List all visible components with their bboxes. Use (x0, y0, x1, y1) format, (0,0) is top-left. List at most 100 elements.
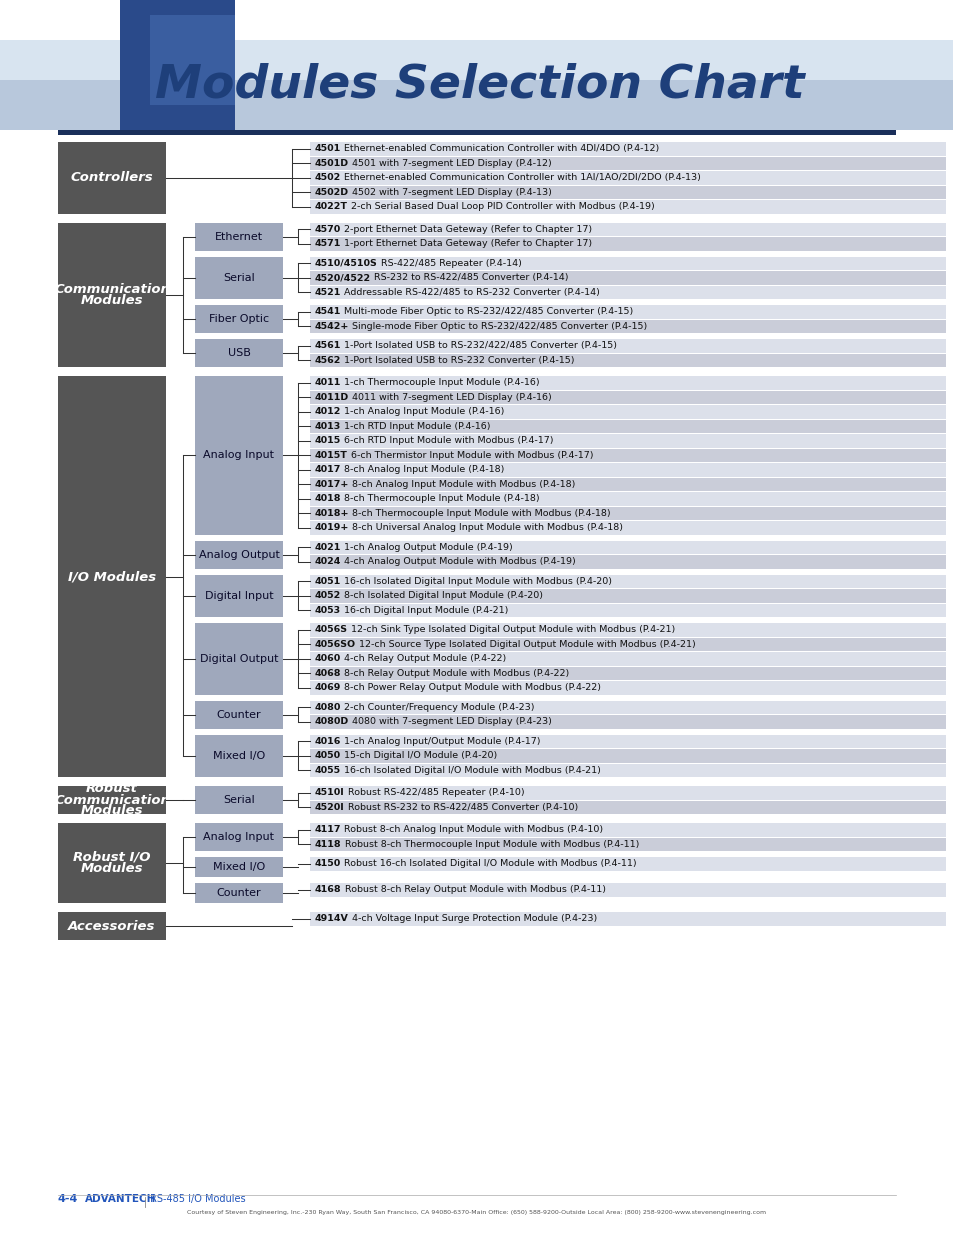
Text: Robust 8-ch Thermocouple Input Module with Modbus (P.4-11): Robust 8-ch Thermocouple Input Module wi… (341, 840, 639, 848)
Text: 4-ch Relay Output Module (P.4-22): 4-ch Relay Output Module (P.4-22) (341, 655, 506, 663)
Bar (310, 604, 945, 618)
Text: 2-ch Counter/Frequency Module (P.4-23): 2-ch Counter/Frequency Module (P.4-23) (341, 703, 535, 711)
Text: 4056SO: 4056SO (314, 640, 355, 648)
Bar (58, 823, 166, 903)
Bar (310, 492, 945, 505)
Text: 4914V: 4914V (314, 914, 349, 924)
Text: Analog Input: Analog Input (203, 451, 274, 461)
Bar (310, 170, 945, 184)
Text: 15-ch Digital I/O Module (P.4-20): 15-ch Digital I/O Module (P.4-20) (341, 751, 497, 761)
Text: Accessories: Accessories (69, 920, 155, 932)
Text: 4015: 4015 (314, 436, 341, 446)
Text: 4051: 4051 (314, 577, 341, 585)
Text: Robust I/O: Robust I/O (73, 851, 151, 864)
Text: 4150: 4150 (314, 860, 341, 868)
Text: 4168: 4168 (314, 885, 341, 894)
Bar (0, 0, 953, 40)
Bar (194, 823, 283, 851)
Bar (310, 541, 945, 555)
Bar (310, 375, 945, 389)
Text: Communication: Communication (54, 283, 170, 295)
Text: RS-422/485 Repeater (P.4-14): RS-422/485 Repeater (P.4-14) (377, 259, 521, 268)
Text: Robust 8-ch Relay Output Module with Modbus (P.4-11): Robust 8-ch Relay Output Module with Mod… (341, 885, 605, 894)
Bar (194, 222, 283, 251)
Text: 4050: 4050 (314, 751, 341, 761)
Text: 4060: 4060 (314, 655, 341, 663)
Text: 16-ch Isolated Digital I/O Module with Modbus (P.4-21): 16-ch Isolated Digital I/O Module with M… (341, 766, 600, 774)
Text: 4542+: 4542+ (314, 322, 349, 331)
Bar (310, 637, 945, 651)
Text: Robust RS-232 to RS-422/485 Converter (P.4-10): Robust RS-232 to RS-422/485 Converter (P… (344, 803, 578, 811)
Text: Ethernet: Ethernet (214, 231, 263, 242)
Bar (310, 320, 945, 333)
Text: 4080: 4080 (314, 703, 341, 711)
Bar (194, 338, 283, 367)
Text: 12-ch Source Type Isolated Digital Output Module with Modbus (P.4-21): 12-ch Source Type Isolated Digital Outpu… (355, 640, 695, 648)
Text: Ethernet-enabled Communication Controller with 1AI/1AO/2DI/2DO (P.4-13): Ethernet-enabled Communication Controlle… (341, 173, 700, 183)
Text: 4502 with 7-segment LED Display (P.4-13): 4502 with 7-segment LED Display (P.4-13) (349, 188, 552, 196)
Bar (310, 353, 945, 367)
Bar (194, 375, 283, 535)
Text: 4080 with 7-segment LED Display (P.4-23): 4080 with 7-segment LED Display (P.4-23) (349, 718, 552, 726)
Text: 4520I: 4520I (314, 803, 344, 811)
Text: Serial: Serial (223, 273, 254, 283)
Text: 1-ch Analog Input/Output Module (P.4-17): 1-ch Analog Input/Output Module (P.4-17) (341, 737, 540, 746)
Bar (194, 257, 283, 299)
Bar (310, 390, 945, 404)
Text: 8-ch Power Relay Output Module with Modbus (P.4-22): 8-ch Power Relay Output Module with Modb… (341, 683, 600, 693)
Text: 2-ch Serial Based Dual Loop PID Controller with Modbus (P.4-19): 2-ch Serial Based Dual Loop PID Controll… (348, 203, 654, 211)
Bar (310, 911, 945, 925)
Text: 1-port Ethernet Data Geteway (Refer to Chapter 17): 1-port Ethernet Data Geteway (Refer to C… (341, 240, 592, 248)
Text: 4510I: 4510I (314, 788, 344, 798)
Bar (310, 883, 945, 897)
Bar (310, 200, 945, 214)
Text: 4011: 4011 (314, 378, 341, 388)
Bar (310, 785, 945, 799)
Bar (194, 883, 283, 903)
Bar (310, 448, 945, 462)
Bar (310, 405, 945, 419)
Text: Courtesy of Steven Engineering, Inc.-230 Ryan Way, South San Francisco, CA 94080: Courtesy of Steven Engineering, Inc.-230… (187, 1210, 766, 1215)
Text: 4016: 4016 (314, 737, 341, 746)
Text: 2-port Ethernet Data Geteway (Refer to Chapter 17): 2-port Ethernet Data Geteway (Refer to C… (341, 225, 592, 233)
Bar (0, 0, 953, 130)
Text: 16-ch Digital Input Module (P.4-21): 16-ch Digital Input Module (P.4-21) (341, 605, 508, 615)
Text: 1-ch Analog Input Module (P.4-16): 1-ch Analog Input Module (P.4-16) (341, 408, 504, 416)
Text: 4018+: 4018+ (314, 509, 349, 517)
Text: Communication: Communication (54, 794, 170, 806)
Bar (310, 257, 945, 270)
Text: Digital Output: Digital Output (199, 653, 278, 663)
Bar (310, 735, 945, 748)
Text: RS-232 to RS-422/485 Converter (P.4-14): RS-232 to RS-422/485 Converter (P.4-14) (371, 273, 568, 283)
Text: 4-4: 4-4 (58, 1194, 78, 1204)
Text: 8-ch Analog Input Module with Modbus (P.4-18): 8-ch Analog Input Module with Modbus (P.… (349, 479, 576, 489)
Text: 4521: 4521 (314, 288, 341, 296)
Text: 4510/4510S: 4510/4510S (314, 259, 377, 268)
Text: 4069: 4069 (314, 683, 341, 693)
Text: Serial: Serial (223, 795, 254, 805)
Text: 4068: 4068 (314, 668, 341, 678)
Text: Modules: Modules (81, 294, 143, 306)
Bar (58, 142, 166, 214)
Bar (310, 270, 945, 284)
Text: 4562: 4562 (314, 356, 341, 364)
Bar (310, 652, 945, 666)
Text: 12-ch Sink Type Isolated Digital Output Module with Modbus (P.4-21): 12-ch Sink Type Isolated Digital Output … (348, 625, 675, 635)
Text: 4011D: 4011D (314, 393, 349, 401)
Text: 4024: 4024 (314, 557, 341, 567)
Text: 4022T: 4022T (314, 203, 348, 211)
Bar (310, 589, 945, 603)
Bar (194, 541, 283, 568)
Bar (310, 157, 945, 170)
Text: Modules: Modules (81, 804, 143, 818)
Text: USB: USB (228, 348, 251, 358)
Text: ADVANTECH: ADVANTECH (85, 1194, 156, 1204)
Text: 8-ch Relay Output Module with Modbus (P.4-22): 8-ch Relay Output Module with Modbus (P.… (341, 668, 569, 678)
Text: 4541: 4541 (314, 308, 341, 316)
Bar (310, 622, 945, 636)
Bar (310, 338, 945, 352)
Bar (194, 574, 283, 618)
Bar (310, 142, 945, 156)
Bar (194, 700, 283, 729)
Text: 4117: 4117 (314, 825, 341, 835)
